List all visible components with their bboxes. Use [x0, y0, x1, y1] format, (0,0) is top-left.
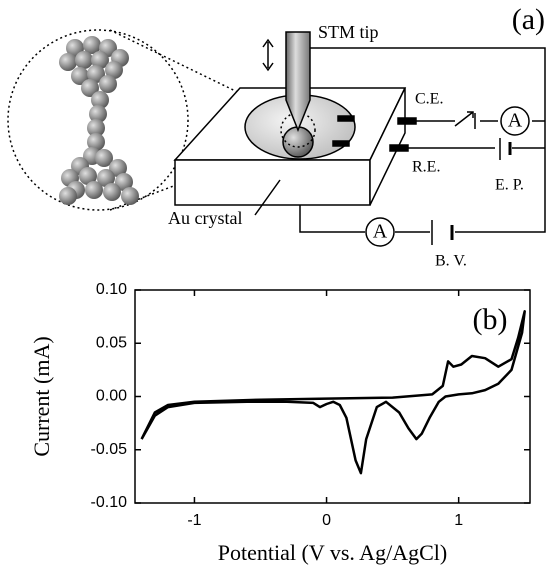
- atom: [89, 105, 107, 123]
- atom: [91, 51, 109, 69]
- y-tick-label: -0.10: [91, 494, 128, 511]
- wire: [416, 111, 545, 127]
- chart: -0.10 -0.05 0.00 0.05 0.10 -1 0 1 Potential (V v…: [29, 281, 531, 565]
- bv-label: B. V.: [435, 253, 467, 270]
- atom: [83, 36, 101, 54]
- atom: [59, 187, 77, 205]
- atom: [91, 91, 109, 109]
- panel-label: (a): [512, 3, 545, 36]
- tip-arrow: [262, 38, 274, 72]
- wire: [299, 205, 430, 233]
- ce-label: C.E.: [415, 91, 443, 108]
- atom: [71, 67, 89, 85]
- x-tick-label: 0: [322, 512, 331, 529]
- y-tick-label: -0.05: [91, 441, 128, 458]
- atom: [75, 51, 93, 69]
- cv-curve: [140, 310, 526, 475]
- y-tick-label: 0.10: [96, 281, 127, 298]
- atom: [105, 61, 123, 79]
- tip-label: STM tip: [318, 22, 379, 42]
- atom: [109, 159, 127, 177]
- atom: [99, 75, 117, 93]
- x-tick-label: -1: [187, 512, 201, 529]
- atom: [87, 133, 105, 151]
- y-tick-label: 0.00: [96, 388, 127, 405]
- atom: [121, 187, 139, 205]
- x-axis-label: Potential (V vs. Ag/AgCl): [218, 540, 447, 565]
- ammeter-label: A: [373, 221, 388, 243]
- wire: [310, 47, 546, 233]
- x-tick-label: 1: [454, 512, 463, 529]
- atom: [87, 119, 105, 137]
- electrode: [332, 140, 350, 147]
- zoom-spot: [280, 112, 316, 148]
- plot-frame: [134, 289, 531, 504]
- box-front: [174, 159, 371, 206]
- y-tick-label: 0.05: [96, 334, 127, 351]
- ep-label: E. P.: [495, 177, 524, 194]
- atom: [79, 167, 97, 185]
- pointer: [254, 179, 281, 216]
- atom: [85, 181, 103, 199]
- atom: [97, 169, 115, 187]
- electrode: [389, 144, 409, 152]
- atom: [115, 173, 133, 191]
- electrode: [397, 117, 417, 125]
- crystal-label: Au crystal: [168, 208, 242, 228]
- ammeter: [500, 106, 530, 136]
- diagram: [7, 29, 546, 247]
- zoom-circle: [7, 29, 189, 211]
- ammeter-label: A: [508, 110, 523, 132]
- box-side: [369, 87, 406, 206]
- electrode: [337, 115, 355, 122]
- stm-tip: [285, 31, 311, 133]
- y-axis-label: Current (mA): [29, 336, 54, 456]
- ammeter: [365, 217, 395, 247]
- atom-chain: [59, 36, 139, 205]
- panel-label: (b): [473, 303, 508, 336]
- atom: [87, 65, 105, 83]
- atom: [103, 183, 121, 201]
- atom: [81, 79, 99, 97]
- atom: [95, 149, 113, 167]
- re-label: R.E.: [412, 159, 440, 176]
- atom: [59, 53, 77, 71]
